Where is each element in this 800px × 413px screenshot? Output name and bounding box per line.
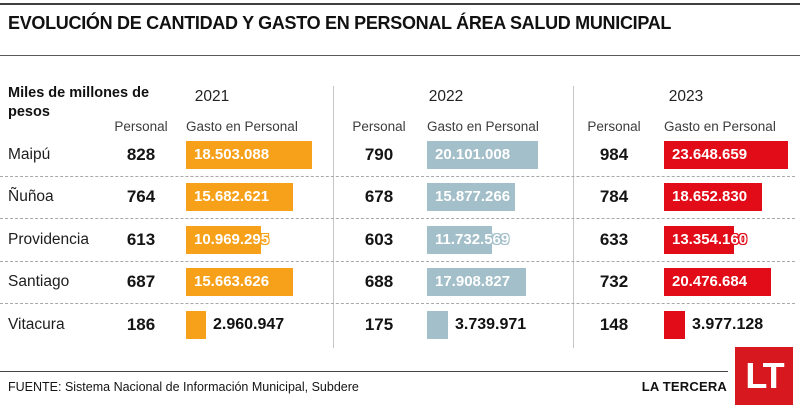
table-row: Maipú 828 18.503.088 790 20.101.008 984 23.648… bbox=[0, 134, 795, 177]
gasto-bar bbox=[186, 183, 293, 212]
table-row: Providencia 613 10.969.295 603 11.732.569 633… bbox=[0, 219, 795, 262]
personal-count: 828 bbox=[126, 145, 156, 164]
gasto-value: 13.354.160 bbox=[672, 230, 748, 248]
gasto-bar bbox=[427, 310, 448, 339]
gasto-value: 20.101.008 bbox=[435, 146, 511, 163]
personal-count: 148 bbox=[599, 314, 629, 334]
gasto-value: 2.960.947 bbox=[213, 315, 285, 333]
gasto-bar bbox=[427, 183, 515, 212]
gasto-value: 11.732.569 bbox=[435, 230, 510, 248]
la-tercera-logo: LT bbox=[735, 347, 793, 405]
personal-count: 633 bbox=[599, 229, 629, 249]
gasto-bar bbox=[427, 225, 492, 254]
top-rule bbox=[0, 3, 800, 5]
source-note: FUENTE: Sistema Nacional de Información … bbox=[8, 380, 359, 394]
table-row: Ñuñoa 764 15.682.621 678 15.877.266 784 18.652… bbox=[0, 176, 795, 220]
personal-count: 688 bbox=[364, 272, 394, 292]
personal-count: 984 bbox=[599, 145, 629, 164]
personal-count: 732 bbox=[599, 272, 629, 292]
municipality-label: Ñuñoa bbox=[8, 188, 54, 206]
gasto-value: 15.877.266 bbox=[435, 188, 511, 206]
gasto-bar bbox=[186, 310, 206, 339]
gasto-bar bbox=[427, 268, 526, 297]
year-header-2023: 2023 bbox=[668, 88, 704, 105]
personal-count: 603 bbox=[364, 229, 394, 249]
gasto-bar bbox=[186, 268, 293, 297]
gasto-value: 18.503.088 bbox=[194, 146, 270, 163]
year-header-2022: 2022 bbox=[428, 88, 464, 105]
year-header-2021: 2021 bbox=[194, 88, 230, 105]
municipality-label: Santiago bbox=[8, 273, 70, 291]
personal-count: 175 bbox=[364, 314, 394, 334]
municipality-label: Vitacura bbox=[8, 315, 65, 333]
column-header-gasto: Gasto en Personal bbox=[664, 119, 776, 134]
gasto-value: 23.648.659 bbox=[672, 146, 748, 163]
gasto-bar bbox=[664, 310, 685, 339]
gasto-value: 3.739.971 bbox=[455, 315, 527, 333]
gasto-value: 15.663.626 bbox=[194, 273, 270, 291]
column-header-gasto: Gasto en Personal bbox=[186, 119, 298, 134]
gasto-bar bbox=[186, 141, 312, 169]
personal-count: 764 bbox=[126, 187, 156, 207]
logo-text: LT bbox=[745, 355, 784, 396]
table-row: Vitacura 186 2.960.947 175 3.739.971 148 3.977… bbox=[0, 304, 795, 346]
personal-count: 790 bbox=[364, 145, 394, 164]
gasto-bar bbox=[427, 141, 538, 169]
column-header-gasto: Gasto en Personal bbox=[427, 119, 539, 134]
section-divider bbox=[573, 86, 574, 348]
municipality-label: Maipú bbox=[8, 146, 51, 163]
personal-count: 687 bbox=[126, 272, 156, 292]
section-divider bbox=[333, 86, 334, 348]
municipality-label: Providencia bbox=[8, 230, 89, 248]
title-rule bbox=[0, 55, 800, 56]
chart-title: EVOLUCIÓN DE CANTIDAD Y GASTO EN PERSONA… bbox=[8, 13, 672, 33]
personal-count: 186 bbox=[126, 314, 156, 334]
table-row: Santiago 687 15.663.626 688 17.908.827 732 20.… bbox=[0, 261, 795, 305]
column-header-personal: Personal bbox=[352, 119, 406, 134]
unit-label: Miles de millones de pesos bbox=[8, 85, 150, 120]
gasto-bar bbox=[664, 268, 771, 297]
gasto-value: 17.908.827 bbox=[435, 273, 511, 291]
gasto-bar bbox=[664, 225, 734, 254]
column-header-personal: Personal bbox=[587, 119, 641, 134]
brand-name: LA TERCERA bbox=[641, 379, 727, 394]
gasto-bar bbox=[664, 141, 788, 169]
gasto-bar bbox=[186, 225, 261, 254]
personal-count: 784 bbox=[599, 187, 629, 207]
gasto-value: 3.977.128 bbox=[692, 315, 764, 333]
column-header-personal: Personal bbox=[114, 119, 168, 134]
personal-count: 678 bbox=[364, 187, 394, 207]
gasto-value: 18.652.830 bbox=[672, 188, 748, 206]
gasto-value: 10.969.295 bbox=[194, 230, 270, 248]
gasto-bar bbox=[664, 183, 762, 212]
footer-rule bbox=[0, 371, 728, 372]
personal-count: 613 bbox=[126, 229, 156, 249]
gasto-value: 15.682.621 bbox=[194, 188, 270, 206]
gasto-value: 20.476.684 bbox=[672, 273, 748, 291]
